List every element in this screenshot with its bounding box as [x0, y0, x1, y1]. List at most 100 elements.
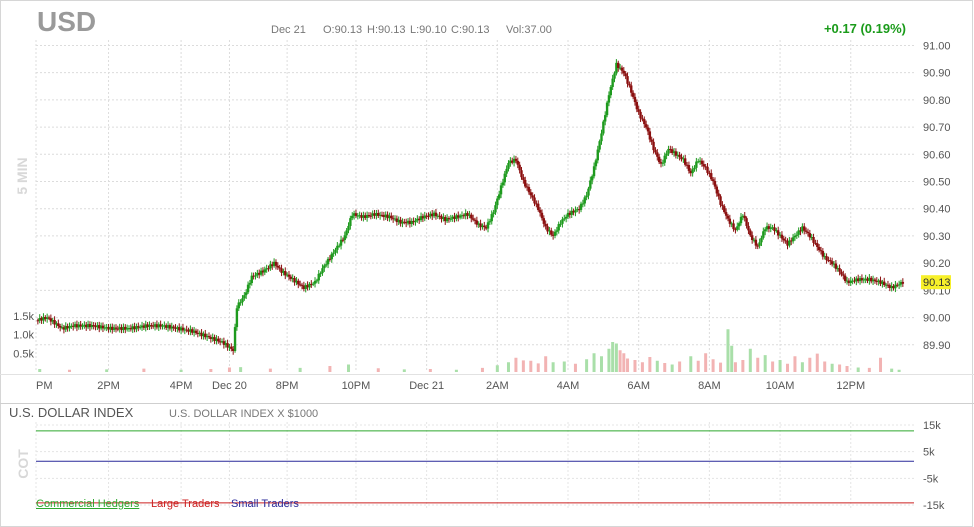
candle-body: [752, 239, 756, 241]
time-tick-label: 12PM: [836, 380, 865, 392]
candle-body: [131, 326, 134, 330]
candle-body: [256, 272, 259, 276]
volume-value: Vol:37.00: [506, 24, 552, 36]
candle-body: [271, 264, 274, 267]
candle-body: [531, 195, 534, 198]
candle-body: [551, 234, 555, 236]
candle-body: [659, 162, 663, 164]
candle-body: [695, 161, 698, 168]
candle-body: [817, 246, 821, 251]
volume-bar: [614, 343, 618, 372]
candle-body: [66, 325, 69, 329]
volume-bar: [179, 369, 183, 372]
candle-body: [884, 284, 888, 286]
candle-body: [213, 337, 216, 341]
candle-body: [369, 215, 373, 217]
candle-body: [834, 263, 838, 269]
candle-body: [220, 341, 224, 343]
cot-tick-label: -15k: [923, 500, 945, 512]
volume-bar: [209, 369, 213, 372]
candle-body: [866, 278, 869, 281]
volume-bar: [696, 360, 700, 372]
price-tick-label: 90.60: [923, 149, 951, 161]
candle-body: [198, 332, 201, 334]
candle-body: [477, 223, 480, 225]
candle-body: [319, 273, 322, 275]
candle-body: [287, 274, 291, 277]
candle-body: [514, 158, 518, 161]
candle-body: [697, 161, 700, 163]
volume-bar: [454, 369, 458, 372]
candle-body: [196, 332, 200, 334]
candle-body: [630, 85, 633, 93]
candle-body: [685, 164, 689, 166]
candle-body: [855, 278, 858, 282]
candle-body: [881, 281, 884, 284]
volume-bar: [867, 367, 871, 372]
candle-body: [308, 283, 311, 288]
candle-body: [99, 325, 103, 329]
candle-body: [590, 176, 594, 181]
candle-body: [672, 151, 676, 154]
candle-body: [457, 215, 460, 218]
candle-body: [269, 264, 272, 269]
candle-body: [617, 62, 620, 68]
candle-body: [680, 157, 683, 160]
candle-body: [497, 194, 501, 199]
candle-body: [55, 323, 58, 325]
candle-body: [871, 279, 875, 282]
legend-large-traders[interactable]: Large Traders: [151, 498, 220, 510]
candle-body: [762, 231, 765, 238]
candle-body: [222, 341, 226, 345]
candle-body: [724, 212, 728, 216]
candle-body: [663, 155, 666, 163]
candle-body: [304, 285, 307, 289]
candle-body: [604, 115, 607, 122]
candle-body: [516, 160, 519, 165]
candle-body: [486, 222, 490, 229]
candle-body: [790, 240, 793, 242]
candle-body: [589, 180, 592, 189]
candle-body: [527, 187, 531, 193]
candle-body: [124, 326, 127, 330]
volume-bar: [495, 365, 499, 372]
volume-bar: [402, 369, 406, 372]
candle-body: [438, 215, 441, 217]
volume-bar: [678, 361, 682, 372]
candle-body: [501, 182, 505, 186]
candle-body: [540, 212, 544, 219]
volume-bar: [298, 367, 302, 372]
candle-body: [62, 327, 66, 330]
volume-bar: [704, 353, 708, 372]
candle-body: [868, 277, 871, 281]
candle-body: [416, 218, 419, 221]
volume-bar: [786, 363, 790, 372]
candle-body: [378, 214, 382, 216]
low-value: L:90.10: [410, 24, 447, 36]
volume-bar: [562, 361, 566, 372]
cot-tick-label: 15k: [923, 420, 941, 432]
candle-body: [782, 238, 785, 241]
candle-body: [894, 284, 897, 289]
candle-body: [607, 95, 611, 103]
candle-body: [775, 230, 778, 232]
volume-bar: [719, 362, 723, 372]
volume-bar: [800, 362, 804, 372]
candle-body: [440, 216, 443, 220]
time-tick-label: Dec 21: [409, 380, 444, 392]
candle-body: [596, 149, 599, 161]
candle-body: [77, 324, 80, 328]
candle-body: [873, 279, 877, 281]
candle-body: [442, 217, 445, 220]
candle-body: [715, 186, 719, 194]
candle-body: [520, 170, 523, 178]
candle-body: [700, 160, 704, 165]
volume-bar: [648, 357, 652, 372]
candle-body: [741, 215, 745, 217]
candle-body: [732, 223, 735, 230]
volume-bar: [670, 364, 674, 372]
candle-body: [403, 221, 406, 223]
legend-small-traders[interactable]: Small Traders: [231, 498, 299, 510]
candle-body: [423, 215, 426, 219]
legend-commercial-hedgers[interactable]: Commercial Hedgers: [36, 498, 140, 510]
